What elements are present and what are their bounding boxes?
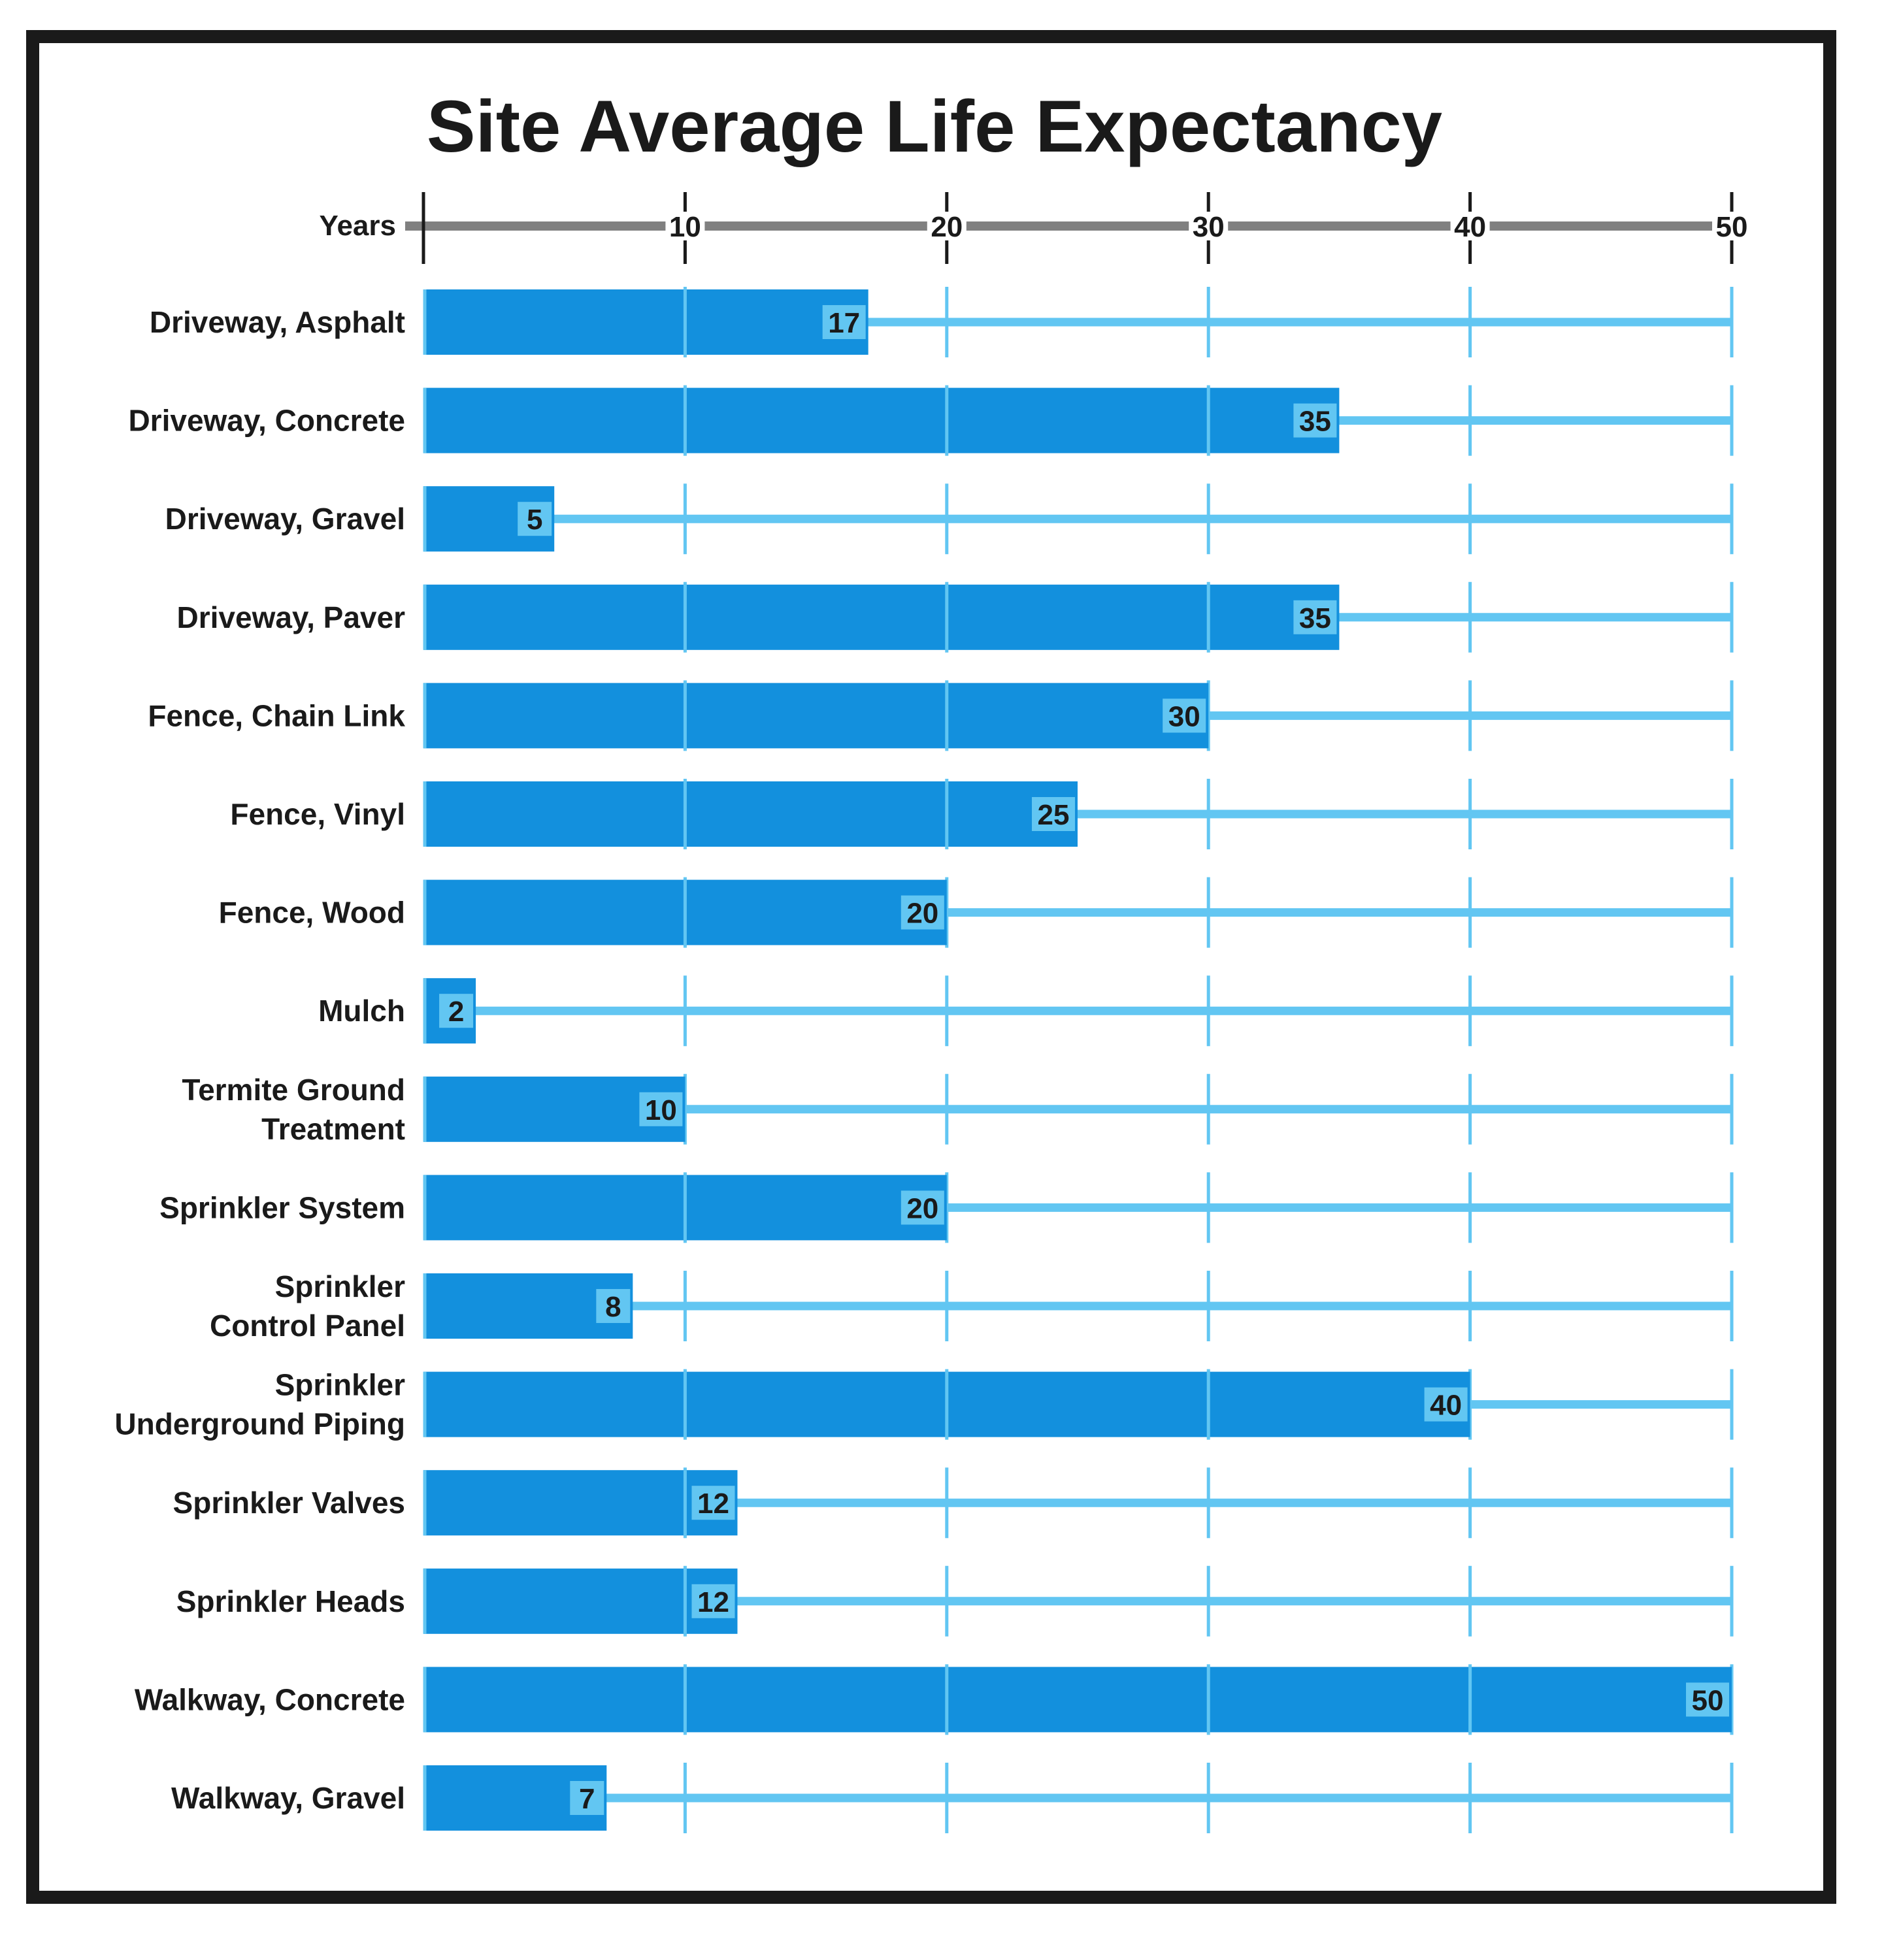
value-label-box — [901, 895, 944, 930]
bar-row: 12 Sprinkler Heads — [176, 1565, 1734, 1637]
bar — [423, 1667, 1732, 1733]
chart-title: Site Average Life Expectancy — [427, 86, 1442, 167]
value-label-box — [1293, 403, 1337, 438]
value-label-box — [518, 502, 552, 536]
category-label: Fence, Chain Link — [148, 698, 405, 732]
tick-label-bg — [1450, 212, 1490, 240]
category-label: Sprinkler System — [159, 1190, 405, 1224]
bar — [423, 1568, 738, 1634]
category-label: Control Panel — [210, 1309, 405, 1343]
value-label: 20 — [906, 1192, 938, 1224]
bar — [423, 683, 1209, 749]
category-label: Sprinkler Heads — [176, 1584, 405, 1618]
category-label: Treatment — [261, 1112, 405, 1146]
value-label-box — [639, 1092, 683, 1126]
tick-label-bg — [927, 212, 967, 240]
tick-label: 30 — [1193, 211, 1225, 243]
bar — [423, 1470, 738, 1536]
value-label: 50 — [1692, 1684, 1724, 1716]
bar-row: 17 Driveway, Asphalt — [150, 287, 1734, 357]
bar-row: 30 Fence, Chain Link — [148, 680, 1734, 751]
bar-row: 7 Walkway, Gravel — [171, 1763, 1734, 1833]
category-label: Sprinkler — [275, 1269, 406, 1303]
axis-label-years: Years — [320, 210, 396, 242]
value-label: 2 — [448, 996, 464, 1028]
value-label: 12 — [697, 1488, 729, 1520]
bar-rows: 17 Driveway, Asphalt 35 Driveway, Concrete 5… — [114, 287, 1734, 1833]
bar-row: 8 Sprinkler Control Panel — [210, 1269, 1734, 1343]
value-label: 7 — [579, 1783, 595, 1815]
value-label-box — [439, 994, 474, 1028]
category-label: Mulch — [318, 994, 405, 1028]
tick-label: 10 — [669, 211, 701, 243]
bar-row: 2 Mulch — [318, 975, 1734, 1047]
tick-label: 20 — [931, 211, 963, 243]
category-label: Sprinkler Valves — [173, 1486, 405, 1520]
value-label-box — [1163, 698, 1206, 733]
category-label: Walkway, Concrete — [135, 1682, 405, 1716]
category-label: Driveway, Paver — [177, 600, 406, 634]
category-label: Underground Piping — [114, 1407, 405, 1441]
bar-row: 20 Sprinkler System — [159, 1172, 1734, 1243]
bar-row: 35 Driveway, Concrete — [128, 385, 1734, 456]
value-label-box — [1293, 600, 1337, 634]
bar-row: 20 Fence, Wood — [219, 877, 1734, 948]
value-label: 5 — [527, 504, 542, 536]
category-label: Fence, Vinyl — [230, 797, 405, 831]
tick-label-bg — [1712, 212, 1751, 240]
value-label-box — [596, 1289, 631, 1323]
category-label: Driveway, Concrete — [128, 404, 405, 438]
value-label-box — [1032, 797, 1075, 831]
value-label: 35 — [1299, 406, 1331, 438]
bar — [423, 289, 868, 355]
bar — [423, 584, 1340, 650]
bar — [423, 781, 1078, 847]
x-axis: 10 20 30 40 50 — [405, 192, 1751, 264]
value-label: 30 — [1168, 700, 1200, 732]
value-label-box — [691, 1486, 735, 1520]
value-label-box — [570, 1781, 604, 1815]
value-label-box — [822, 305, 866, 339]
value-label: 35 — [1299, 602, 1331, 634]
value-label-box — [1686, 1682, 1729, 1717]
chart-frame — [26, 30, 1836, 1904]
bar-row: 5 Driveway, Gravel — [165, 483, 1734, 555]
tick-label: 50 — [1716, 211, 1748, 243]
category-label: Fence, Wood — [219, 896, 405, 930]
bar — [423, 387, 1340, 453]
category-label: Walkway, Gravel — [171, 1781, 405, 1815]
bar-row: 40 Sprinkler Underground Piping — [114, 1368, 1734, 1441]
tick-label-bg — [1189, 212, 1229, 240]
bar-row: 25 Fence, Vinyl — [230, 779, 1734, 849]
category-label: Driveway, Asphalt — [150, 305, 405, 339]
value-label: 12 — [697, 1586, 729, 1618]
category-label: Sprinkler — [275, 1368, 406, 1402]
value-label-box — [901, 1190, 944, 1225]
value-label: 10 — [645, 1094, 677, 1126]
category-label: Driveway, Gravel — [165, 502, 405, 536]
value-label: 40 — [1430, 1390, 1462, 1422]
value-label: 25 — [1038, 799, 1070, 831]
bar-row: 10 Termite Ground Treatment — [182, 1073, 1734, 1146]
category-label: Termite Ground — [182, 1073, 405, 1107]
value-label: 8 — [605, 1291, 621, 1323]
value-label-box — [1424, 1387, 1468, 1422]
value-label: 20 — [906, 898, 938, 930]
bar-row: 12 Sprinkler Valves — [173, 1467, 1734, 1539]
value-label: 17 — [828, 307, 860, 339]
value-label-box — [691, 1584, 735, 1618]
bar-row: 50 Walkway, Concrete — [135, 1664, 1734, 1735]
tick-label: 40 — [1454, 211, 1486, 243]
bar-row: 35 Driveway, Paver — [177, 581, 1734, 653]
tick-label-bg — [665, 212, 705, 240]
